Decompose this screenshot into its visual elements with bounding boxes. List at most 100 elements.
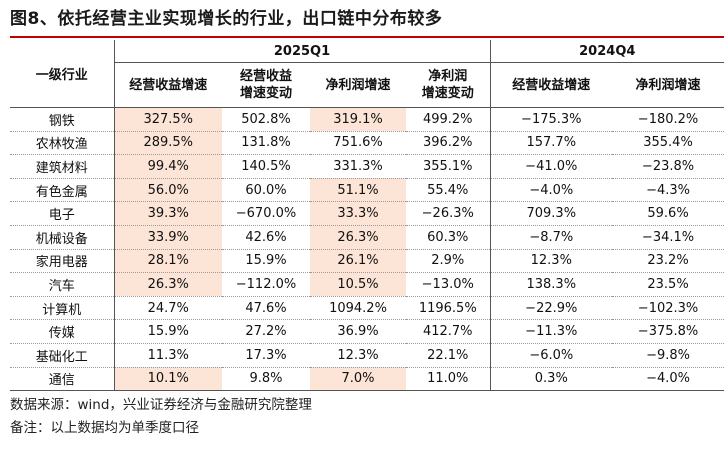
industry-cell: 计算机: [10, 296, 115, 320]
cell-value: 60.0%: [245, 182, 287, 198]
q1-net-profit-growth-change-cell: −26.3%: [406, 201, 491, 226]
cell-value: 电子: [48, 208, 75, 224]
q1-net-profit-growth-cell: 33.3%: [310, 201, 406, 226]
cell-value: 10.1%: [147, 371, 189, 387]
q1-net-profit-growth-cell: 319.1%: [310, 107, 406, 132]
industry-cell: 农林牧渔: [10, 131, 115, 155]
q1-net-profit-growth-change-cell: 22.1%: [406, 343, 491, 368]
q1-revenue-growth-cell: 15.9%: [114, 320, 222, 344]
cell-value: 396.2%: [422, 135, 473, 151]
cell-value: 17.3%: [245, 347, 287, 363]
cell-value: 56.0%: [147, 182, 189, 198]
footnotes: 数据来源：wind，兴业证券经济与金融研究院整理 备注：以上数据均为单季度口径: [10, 394, 312, 440]
cell-value: 汽车: [48, 278, 75, 294]
period-header-2025q1: 2025Q1: [114, 40, 491, 63]
cell-value: 23.5%: [647, 276, 689, 292]
column-header-q1-net-profit-growth: 净利润增速: [325, 77, 391, 93]
cell-value: 55.4%: [427, 182, 469, 198]
q1-net-profit-growth-change-cell: 11.0%: [406, 367, 491, 391]
q1-net-profit-growth-cell: 10.5%: [310, 272, 406, 297]
cell-value: −102.3%: [637, 300, 699, 316]
q4-net-profit-growth-cell: −4.3%: [612, 178, 724, 202]
cell-value: 26.3%: [147, 276, 189, 292]
column-header-q4-net-profit-growth: 净利润增速: [635, 77, 701, 93]
q1-revenue-growth-cell: 26.3%: [114, 272, 222, 297]
q4-net-profit-growth-cell: −375.8%: [612, 320, 724, 344]
q1-revenue-growth-change-cell: −670.0%: [222, 202, 310, 226]
cell-value: −4.0%: [646, 371, 690, 387]
q1-net-profit-growth-change-cell: 55.4%: [406, 178, 491, 202]
title-divider: [10, 36, 724, 38]
q1-revenue-growth-change-cell: 140.5%: [222, 155, 310, 179]
cell-value: −11.3%: [525, 324, 578, 340]
cell-value: 15.9%: [147, 324, 189, 340]
cell-value: 289.5%: [143, 135, 194, 151]
industry-growth-table: 一级行业 2025Q1 2024Q4 经营收益增速 经营收益 增速变动 净利润增…: [10, 40, 725, 391]
q1-revenue-growth-change-cell: 27.2%: [222, 320, 310, 344]
q1-net-profit-growth-cell: 751.6%: [310, 131, 406, 155]
cell-value: 26.1%: [337, 253, 379, 269]
cell-value: 709.3%: [526, 206, 577, 222]
q1-revenue-growth-change-cell: 15.9%: [222, 249, 310, 273]
cell-value: −34.1%: [641, 229, 695, 245]
q1-revenue-growth-cell: 11.3%: [114, 343, 222, 367]
q4-revenue-growth-cell: 0.3%: [490, 367, 612, 391]
industry-cell: 传媒: [10, 319, 115, 344]
cell-value: 47.6%: [245, 300, 287, 316]
table-row: 有色金属 56.0% 60.0% 51.1% 55.4% −4.0% −4.3%: [10, 178, 725, 202]
column-header-q1-revenue-growth: 经营收益增速: [129, 77, 208, 93]
column-header-q1-net-profit-growth-change: 净利润 增速变动: [406, 62, 491, 108]
q1-net-profit-growth-cell: 1094.2%: [310, 296, 406, 320]
cell-value: 12.3%: [530, 253, 572, 269]
cell-value: 28.1%: [147, 253, 189, 269]
cell-value: −112.0%: [235, 276, 297, 292]
table-row: 传媒 15.9% 27.2% 36.9% 412.7% −11.3% −375.8%: [10, 319, 725, 344]
q1-revenue-growth-change-cell: 131.8%: [222, 131, 310, 155]
q1-revenue-growth-change-cell: 9.8%: [222, 367, 310, 391]
q1-net-profit-growth-cell: 26.3%: [310, 225, 406, 250]
table-row: 电子 39.3% −670.0% 33.3% −26.3% 709.3% 59.6%: [10, 201, 725, 226]
column-header-q1-revenue-growth-change: 经营收益 增速变动: [222, 63, 310, 108]
q1-revenue-growth-cell: 24.7%: [114, 296, 222, 320]
q4-revenue-growth-cell: −4.0%: [490, 178, 612, 202]
industry-column-header: 一级行业: [10, 40, 115, 108]
q4-revenue-growth-cell: −6.0%: [490, 343, 612, 367]
column-header-line: 净利润: [428, 69, 468, 84]
q1-revenue-growth-cell: 99.4%: [114, 154, 222, 179]
cell-value: 1196.5%: [418, 300, 477, 316]
cell-value: 33.9%: [147, 229, 189, 245]
cell-value: 331.3%: [333, 158, 383, 174]
industry-cell: 机械设备: [10, 225, 115, 250]
industry-cell: 通信: [10, 367, 115, 391]
q1-net-profit-growth-cell: 26.1%: [310, 249, 406, 273]
cell-value: 412.7%: [422, 324, 473, 340]
q4-revenue-growth-cell: 709.3%: [490, 202, 612, 226]
cell-value: −4.3%: [646, 182, 690, 198]
q1-revenue-growth-cell: 28.1%: [114, 249, 222, 273]
cell-value: −9.8%: [646, 347, 690, 363]
cell-value: 钢铁: [48, 113, 75, 129]
q1-net-profit-growth-cell: 7.0%: [310, 367, 406, 391]
cell-value: 15.9%: [245, 253, 287, 269]
cell-value: 157.7%: [526, 135, 577, 151]
cell-value: 计算机: [42, 302, 82, 318]
cell-value: 通信: [48, 373, 75, 389]
table-row: 钢铁 327.5% 502.8% 319.1% 499.2% −175.3% −180.2%: [10, 107, 725, 132]
cell-value: −22.9%: [525, 300, 578, 316]
cell-value: 27.2%: [245, 324, 287, 340]
cell-value: −23.8%: [641, 158, 695, 174]
cell-value: −375.8%: [637, 324, 699, 340]
table-row: 建筑材料 99.4% 140.5% 331.3% 355.1% −41.0% −23.8%: [10, 154, 725, 179]
cell-value: −13.0%: [421, 276, 474, 292]
q1-net-profit-growth-cell: 331.3%: [310, 155, 406, 179]
q4-net-profit-growth-cell: 23.5%: [612, 273, 724, 297]
cell-value: 9.8%: [249, 371, 283, 387]
cell-value: 传媒: [48, 326, 75, 342]
q4-revenue-growth-cell: −22.9%: [490, 296, 612, 320]
cell-value: 10.5%: [337, 276, 379, 292]
q1-net-profit-growth-cell: 12.3%: [310, 343, 406, 367]
q1-revenue-growth-cell: 289.5%: [114, 131, 222, 155]
q4-net-profit-growth-cell: −23.8%: [612, 155, 724, 179]
q1-net-profit-growth-cell: 36.9%: [310, 320, 406, 344]
cell-value: −26.3%: [421, 206, 474, 222]
